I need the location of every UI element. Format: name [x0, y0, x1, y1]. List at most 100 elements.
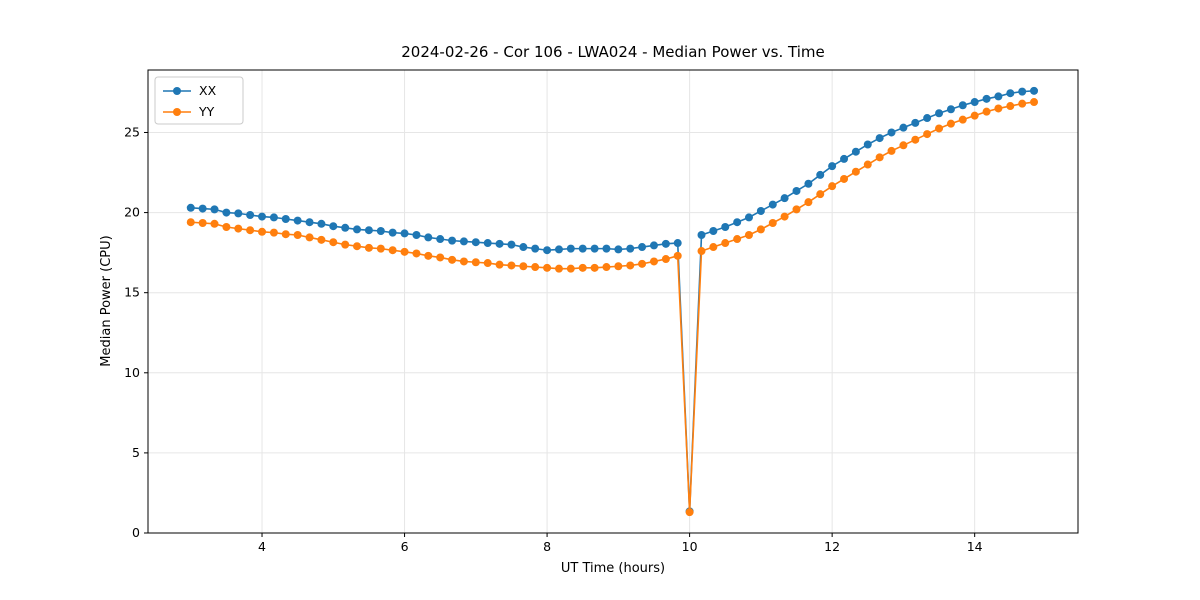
data-point	[436, 235, 445, 244]
data-point	[899, 141, 908, 150]
data-point	[958, 101, 967, 110]
data-point	[436, 253, 445, 262]
data-point	[578, 263, 587, 272]
series-line	[190, 90, 1035, 512]
data-point	[198, 204, 207, 213]
legend-label: YY	[198, 104, 215, 119]
y-tick-label: 0	[132, 525, 140, 540]
data-point	[507, 261, 516, 270]
data-point	[970, 111, 979, 120]
data-point	[317, 235, 326, 244]
data-point	[531, 244, 540, 253]
data-point	[709, 227, 718, 236]
data-point	[935, 124, 944, 133]
data-point	[293, 231, 302, 240]
data-point	[234, 209, 243, 218]
chart-title: 2024-02-26 - Cor 106 - LWA024 - Median P…	[401, 43, 825, 61]
data-point	[198, 218, 207, 227]
data-point	[923, 114, 932, 123]
data-point	[400, 247, 409, 256]
data-point	[923, 130, 932, 139]
data-point	[305, 218, 314, 227]
data-point	[911, 135, 920, 144]
data-point	[911, 118, 920, 127]
data-point	[614, 245, 623, 254]
data-point	[946, 119, 955, 128]
data-point	[578, 244, 587, 253]
data-point	[376, 227, 385, 236]
data-point	[626, 261, 635, 270]
data-point	[828, 182, 837, 191]
x-tick-label: 6	[401, 539, 409, 554]
data-point	[626, 244, 635, 253]
data-point	[400, 229, 409, 238]
data-point	[341, 240, 350, 249]
data-point	[709, 243, 718, 252]
y-tick-label: 5	[132, 445, 140, 460]
y-tick-label: 10	[124, 365, 140, 380]
data-point	[483, 239, 492, 248]
data-point	[554, 264, 563, 273]
legend-marker	[173, 108, 181, 116]
data-point	[412, 231, 421, 240]
data-point	[495, 239, 504, 248]
data-point	[234, 224, 243, 233]
data-point	[1006, 102, 1015, 111]
x-tick-label: 4	[258, 539, 266, 554]
data-point	[638, 259, 647, 268]
data-point	[388, 228, 397, 237]
data-point	[780, 212, 789, 221]
data-point	[329, 222, 338, 231]
data-point	[186, 218, 195, 227]
data-point	[210, 205, 219, 214]
data-point	[649, 257, 658, 266]
data-point	[804, 198, 813, 207]
data-point	[329, 238, 338, 247]
data-point	[649, 241, 658, 250]
data-point	[816, 190, 825, 199]
data-point	[186, 203, 195, 212]
data-point	[804, 179, 813, 188]
data-point	[982, 94, 991, 103]
data-point	[364, 226, 373, 235]
data-point	[531, 263, 540, 272]
data-point	[697, 247, 706, 256]
data-point	[281, 214, 290, 223]
plot-area: 4 6 8 10 12 14 0 5 10 15 20 25 XX YY	[124, 69, 1079, 554]
data-point	[946, 105, 955, 114]
data-point	[673, 239, 682, 248]
legend-marker	[173, 87, 181, 95]
series-yy	[186, 98, 1039, 517]
data-point	[269, 213, 278, 222]
data-point	[222, 223, 231, 232]
data-point	[566, 264, 575, 273]
data-point	[768, 200, 777, 209]
y-tick-label: 25	[124, 124, 140, 139]
x-tick-label: 10	[682, 539, 698, 554]
series-line	[190, 101, 1035, 513]
data-point	[756, 206, 765, 215]
data-point	[246, 210, 255, 219]
data-point	[721, 223, 730, 232]
data-point	[756, 225, 765, 234]
data-point	[638, 243, 647, 252]
data-point	[744, 213, 753, 222]
y-axis-label: Median Power (CPU)	[99, 235, 114, 366]
data-point	[697, 231, 706, 240]
data-point	[994, 92, 1003, 101]
data-point	[768, 218, 777, 227]
data-point	[258, 227, 267, 236]
data-point	[1006, 89, 1015, 98]
data-point	[982, 107, 991, 116]
data-point	[887, 128, 896, 137]
data-point	[519, 262, 528, 271]
data-point	[364, 243, 373, 252]
data-point	[376, 244, 385, 253]
data-point	[887, 146, 896, 155]
data-point	[899, 123, 908, 132]
series-xx	[186, 86, 1039, 516]
data-point	[258, 212, 267, 221]
data-point	[353, 225, 362, 234]
